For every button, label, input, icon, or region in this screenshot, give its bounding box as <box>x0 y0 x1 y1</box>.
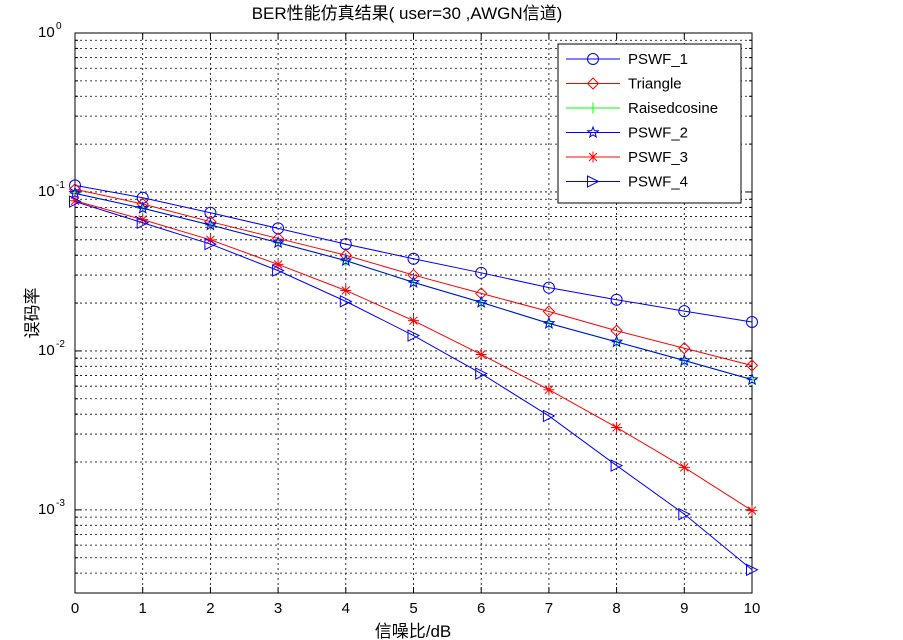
y-tick-label: 10 <box>38 24 55 41</box>
series-line <box>74 188 753 366</box>
y-tick-label: 10 <box>38 501 55 518</box>
legend-marker <box>587 175 600 188</box>
data-point <box>136 201 150 214</box>
data-point <box>69 195 81 207</box>
legend-label: PSWF_1 <box>628 51 688 68</box>
data-point <box>745 359 759 372</box>
data-point <box>543 384 555 396</box>
x-tick-label: 0 <box>71 600 79 617</box>
legend-marker <box>587 102 599 114</box>
x-tick-label: 8 <box>612 600 620 617</box>
y-tick-label: 10 <box>38 183 55 200</box>
data-point <box>203 218 217 231</box>
x-tick-label: 6 <box>477 600 485 617</box>
x-tick-label: 3 <box>274 600 282 617</box>
y-tick-label-exponent: -3 <box>56 498 65 509</box>
series-layer <box>68 179 759 577</box>
data-point <box>678 507 691 521</box>
legend-label: PSWF_2 <box>628 125 688 142</box>
legend-item: Raisedcosine <box>566 100 718 117</box>
data-point <box>677 353 691 367</box>
legend: PSWF_1 Triangle Raisedcosine PSWF_2 PSWF_3 PS… <box>557 43 742 204</box>
x-tick-label: 2 <box>206 600 214 617</box>
legend-item: PSWF_1 <box>566 51 688 68</box>
legend-marker <box>586 77 600 90</box>
legend-label: PSWF_3 <box>628 149 688 166</box>
data-point <box>339 253 353 267</box>
data-point <box>610 334 624 348</box>
data-point <box>745 372 759 386</box>
data-point <box>204 237 218 251</box>
x-tick-label: 1 <box>139 600 147 617</box>
data-point <box>475 348 487 360</box>
series-line <box>74 184 753 323</box>
data-point <box>610 293 623 306</box>
legend-item: PSWF_4 <box>566 174 688 191</box>
legend-item: PSWF_2 <box>566 125 688 142</box>
series-pswf_2 <box>68 186 759 386</box>
legend-label: Raisedcosine <box>628 100 718 117</box>
x-axis-ticks: 0 1 2 3 4 5 6 7 8 9 10 <box>71 33 761 617</box>
legend-marker <box>587 151 599 163</box>
x-tick-label: 4 <box>342 600 350 617</box>
legend-marker <box>586 125 600 139</box>
data-point <box>408 315 419 327</box>
series-pswf_1 <box>69 179 758 329</box>
data-point <box>272 258 284 270</box>
series-line <box>74 192 753 381</box>
data-point <box>678 461 690 473</box>
x-tick-label: 5 <box>409 600 417 617</box>
data-point <box>611 421 623 433</box>
data-point <box>746 316 758 329</box>
data-point <box>69 195 82 208</box>
x-tick-label: 7 <box>545 600 553 617</box>
legend-item: PSWF_3 <box>566 149 688 166</box>
data-point <box>542 281 555 294</box>
series-line <box>74 201 753 571</box>
data-point <box>678 305 691 318</box>
data-point <box>407 329 421 342</box>
data-point <box>271 235 285 249</box>
x-tick-label: 10 <box>744 600 761 617</box>
data-point <box>542 409 556 423</box>
legend-label: Triangle <box>628 76 682 93</box>
data-point <box>407 252 420 265</box>
data-point <box>272 264 285 277</box>
data-point <box>475 367 488 380</box>
data-point <box>406 275 421 288</box>
chart-title: BER性能仿真结果( user=30 ,AWGN信道) <box>252 4 563 23</box>
data-point <box>542 316 556 329</box>
data-point <box>272 222 285 235</box>
data-point <box>746 563 759 577</box>
y-axis-label: 误码率 <box>23 288 42 339</box>
series-pswf_4 <box>69 195 759 577</box>
x-tick-label: 9 <box>680 600 688 617</box>
data-point <box>610 459 624 472</box>
data-point <box>339 295 353 308</box>
data-point <box>746 505 758 517</box>
legend-label: PSWF_4 <box>628 174 688 191</box>
data-point <box>204 234 216 246</box>
y-tick-label-exponent: 0 <box>56 21 62 32</box>
y-tick-label-exponent: -2 <box>56 339 65 350</box>
legend-item: Triangle <box>566 76 682 93</box>
y-tick-label: 10 <box>38 342 55 359</box>
x-axis-label: 信噪比/dB <box>375 622 452 640</box>
legend-marker <box>587 53 599 65</box>
y-tick-label-exponent: -1 <box>56 180 65 191</box>
data-point <box>475 266 488 279</box>
data-point <box>136 216 150 230</box>
data-point <box>340 284 352 296</box>
data-point <box>474 295 488 308</box>
